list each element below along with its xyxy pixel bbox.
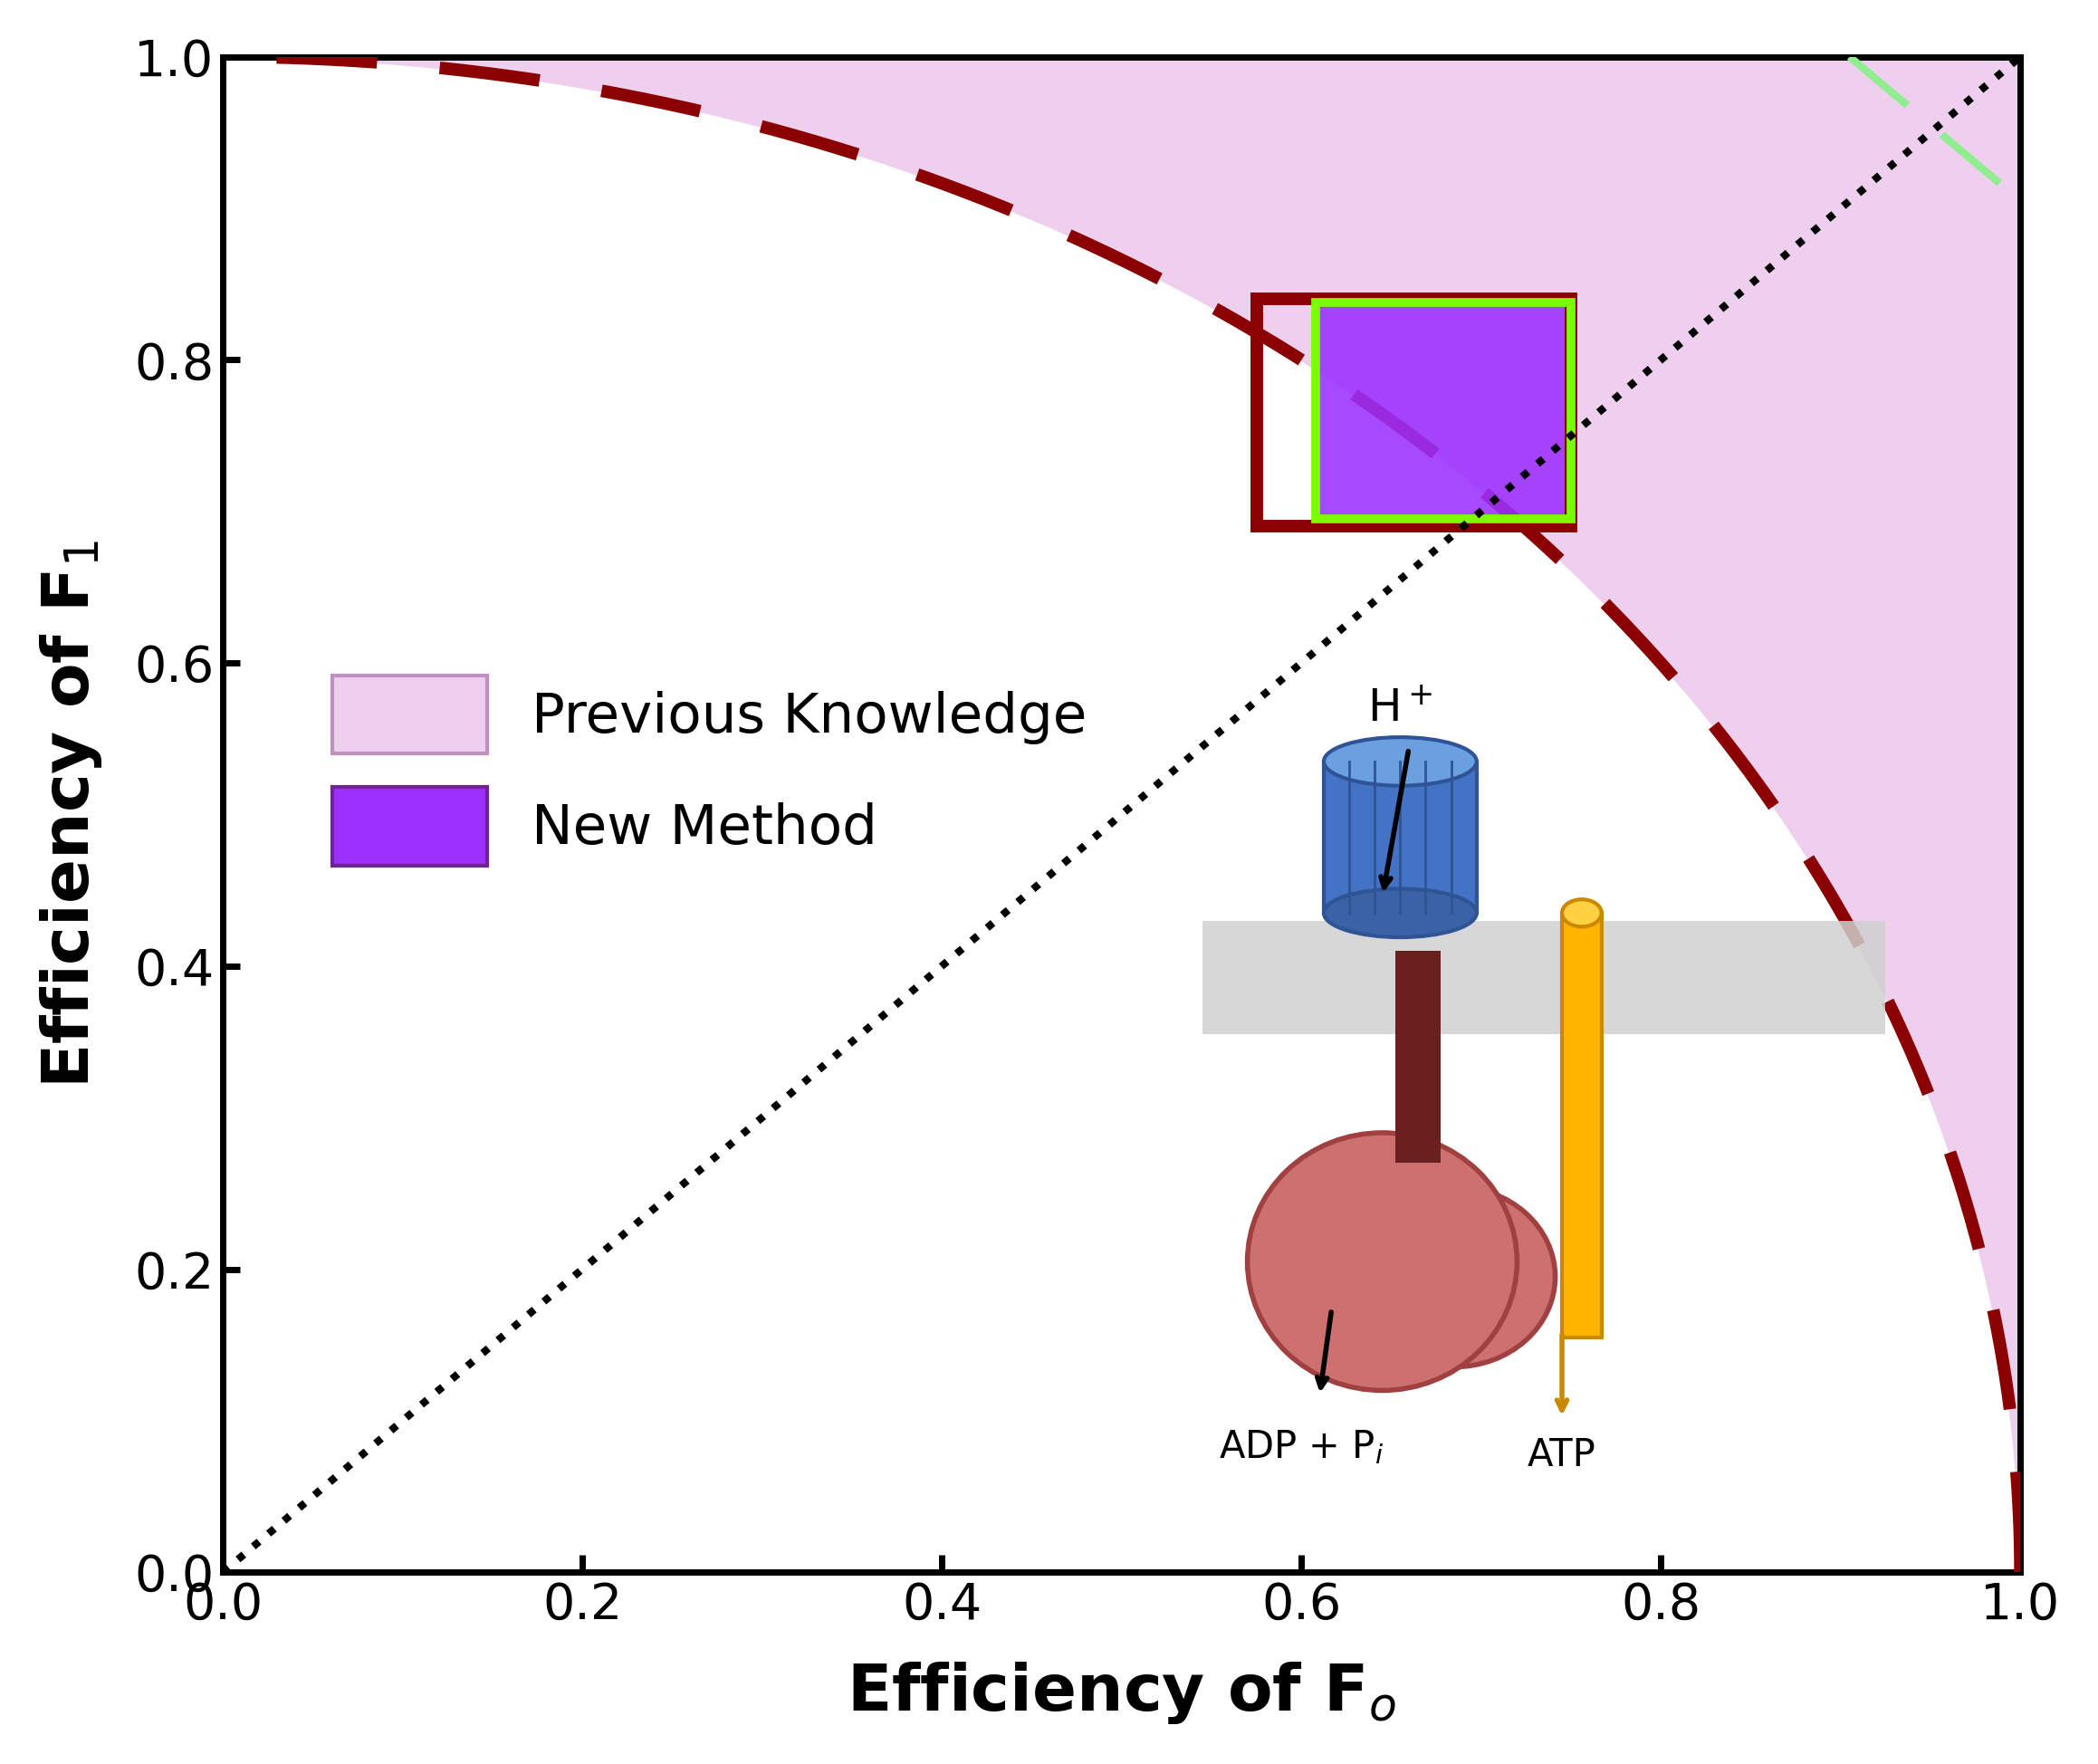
Ellipse shape [1324, 737, 1477, 785]
Bar [1315, 302, 1571, 519]
Bar [1395, 951, 1441, 1162]
Text: ADP + P$_i$: ADP + P$_i$ [1219, 1429, 1385, 1466]
Polygon shape [222, 56, 2020, 1572]
Ellipse shape [1563, 900, 1601, 926]
Bar [1563, 914, 1601, 1337]
Y-axis label: Efficiency of F$_1$: Efficiency of F$_1$ [38, 540, 103, 1088]
Bar [1202, 921, 1886, 1034]
Ellipse shape [1324, 889, 1477, 937]
Bar [1257, 300, 1571, 527]
Ellipse shape [1353, 1187, 1555, 1367]
Bar [1315, 302, 1571, 519]
X-axis label: Efficiency of F$_o$: Efficiency of F$_o$ [848, 1660, 1397, 1727]
Legend: Previous Knowledge, New Method: Previous Knowledge, New Method [304, 647, 1114, 893]
Text: H$^+$: H$^+$ [1368, 688, 1433, 730]
Ellipse shape [1248, 1132, 1517, 1390]
Text: ATP: ATP [1527, 1436, 1597, 1475]
Bar [1324, 762, 1477, 914]
